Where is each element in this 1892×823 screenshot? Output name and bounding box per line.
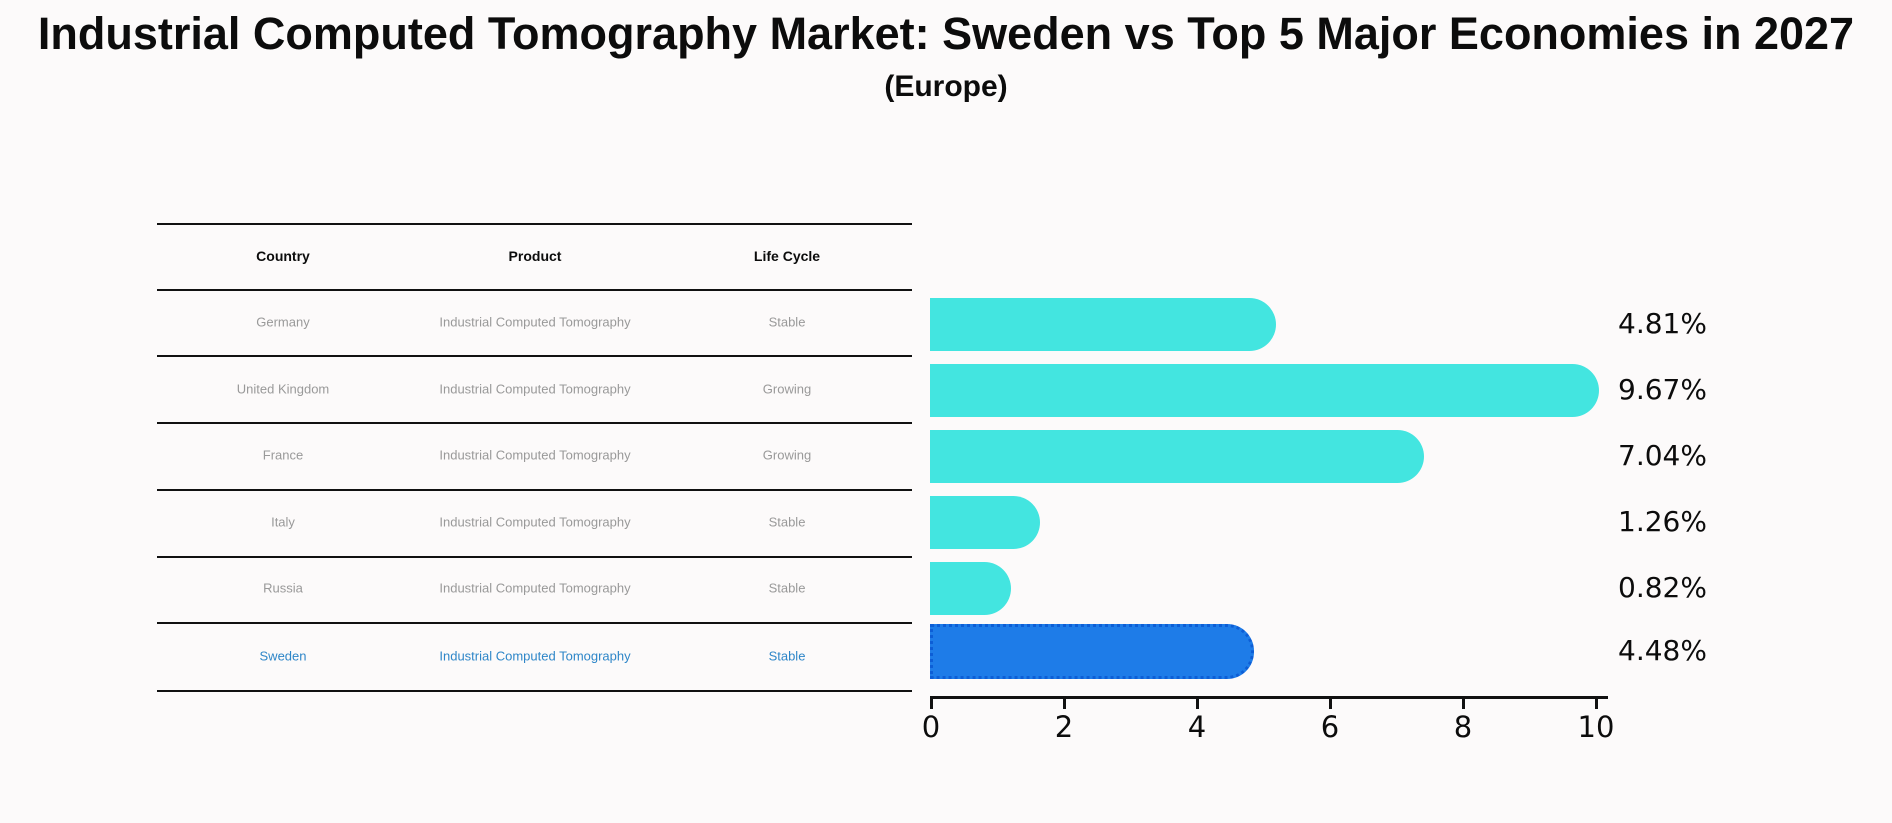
table-cell-life-cycle: Stable <box>768 314 806 330</box>
table-grid-line <box>157 223 912 225</box>
table-header-product: Product <box>508 248 562 264</box>
table-cell-life-cycle: Stable <box>768 648 806 664</box>
x-axis-tick <box>1195 698 1199 709</box>
table-cell-product: Industrial Computed Tomography <box>439 381 631 397</box>
table-cell-product: Industrial Computed Tomography <box>439 447 631 463</box>
x-axis-tick-label: 10 <box>1577 710 1615 744</box>
bar-value-label-russia: 0.82% <box>1618 571 1707 604</box>
table-grid-line <box>157 622 912 624</box>
table-cell-life-cycle: Growing <box>762 447 812 463</box>
x-axis-tick <box>1062 698 1066 709</box>
x-axis-line <box>930 696 1608 699</box>
bar-france <box>930 430 1424 483</box>
x-axis-tick-label: 0 <box>921 710 941 744</box>
x-axis-tick-label: 2 <box>1054 710 1074 744</box>
x-axis-tick-label: 4 <box>1187 710 1207 744</box>
table-cell-country-sweden: Sweden <box>259 648 307 664</box>
bar-united-kingdom <box>930 364 1599 417</box>
bar-value-label-france: 7.04% <box>1618 439 1707 472</box>
bar-germany <box>930 298 1276 351</box>
table-grid-line <box>157 690 912 692</box>
table-cell-product: Industrial Computed Tomography <box>439 314 631 330</box>
table-cell-product: Industrial Computed Tomography <box>439 580 631 596</box>
table-cell-country-russia: Russia <box>263 580 303 596</box>
bar-value-label-germany: 4.81% <box>1618 307 1707 340</box>
bar-sweden <box>930 624 1254 679</box>
table-cell-country-france: France <box>262 447 304 463</box>
table-header-life-cycle: Life Cycle <box>753 248 821 264</box>
bar-value-label-italy: 1.26% <box>1618 505 1707 538</box>
table-cell-life-cycle: Growing <box>762 381 812 397</box>
x-axis-tick <box>1594 698 1598 709</box>
bar-russia <box>930 562 1011 615</box>
table-grid-line <box>157 422 912 424</box>
table-cell-life-cycle: Stable <box>768 514 806 530</box>
table-grid-line <box>157 355 912 357</box>
table-cell-country-italy: Italy <box>271 514 295 530</box>
bar-italy <box>930 496 1040 549</box>
table-grid-line <box>157 289 912 291</box>
table-header-country: Country <box>256 248 310 264</box>
table-cell-product: Industrial Computed Tomography <box>439 514 631 530</box>
bar-value-label-sweden: 4.48% <box>1618 634 1707 667</box>
x-axis-tick-label: 6 <box>1320 710 1340 744</box>
table-grid-line <box>157 489 912 491</box>
bar-value-label-united-kingdom: 9.67% <box>1618 373 1707 406</box>
table-cell-country-germany: Germany <box>256 314 310 330</box>
table-cell-product: Industrial Computed Tomography <box>439 648 631 664</box>
chart-title: Industrial Computed Tomography Market: S… <box>37 8 1855 59</box>
table-grid-line <box>157 556 912 558</box>
x-axis-tick <box>929 698 933 709</box>
table-cell-country-united-kingdom: United Kingdom <box>236 381 330 397</box>
x-axis-tick <box>1461 698 1465 709</box>
chart-subtitle: (Europe) <box>884 70 1008 103</box>
table-cell-life-cycle: Stable <box>768 580 806 596</box>
x-axis-tick <box>1328 698 1332 709</box>
x-axis-tick-label: 8 <box>1453 710 1473 744</box>
